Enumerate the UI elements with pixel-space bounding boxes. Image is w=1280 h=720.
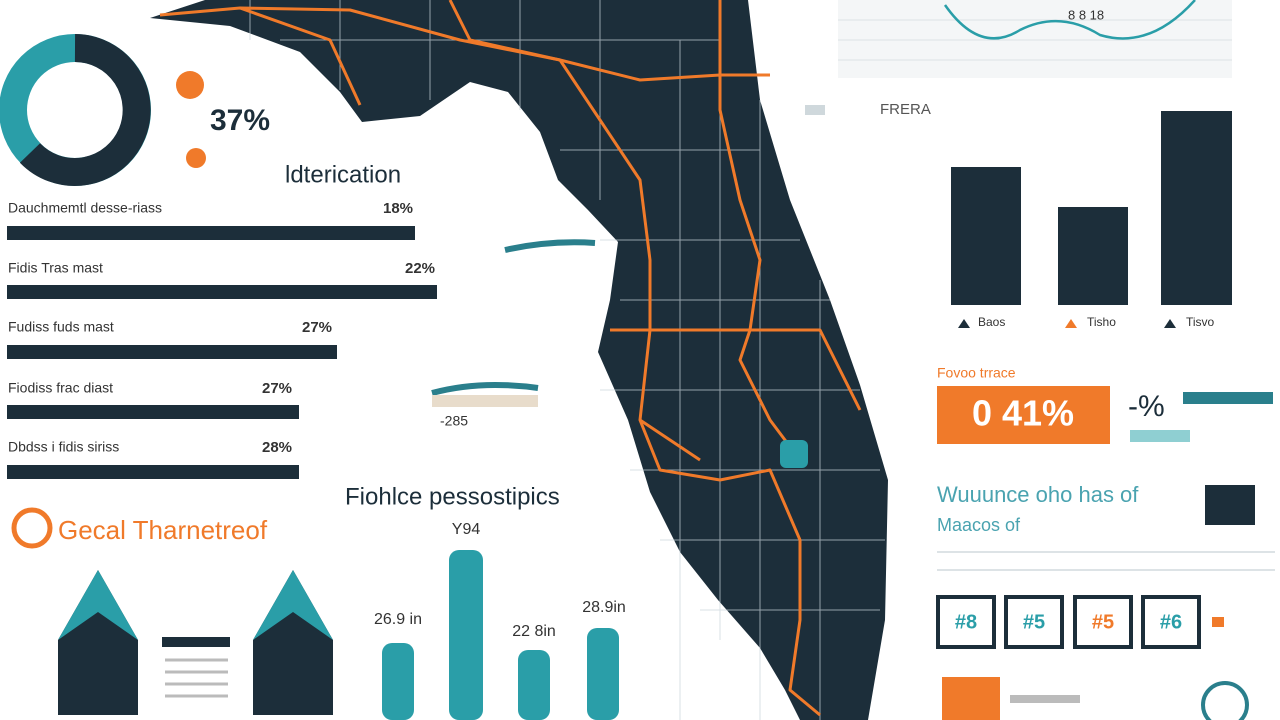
icon xyxy=(1205,485,1255,525)
section-title: Gecal Tharnetreof xyxy=(58,515,268,545)
wave-band xyxy=(1130,430,1190,442)
stat-value: 0 41% xyxy=(972,393,1074,434)
bar-label: Baos xyxy=(978,315,1005,329)
column xyxy=(518,650,550,720)
wave xyxy=(504,239,596,253)
section-title: Fiohlce pessostipics xyxy=(345,483,560,510)
note: Wuuunce oho has of Maacos of xyxy=(937,482,1275,571)
row-value: 27% xyxy=(302,319,332,336)
section-title: ldterication xyxy=(285,161,401,188)
icon xyxy=(805,105,825,115)
badge xyxy=(1004,595,1064,649)
row-value: 22% xyxy=(405,260,435,277)
chart-panel xyxy=(838,0,1232,78)
donut: 37% xyxy=(0,34,270,186)
row-value: 18% xyxy=(383,200,413,217)
chart-label: 8 8 18 xyxy=(1068,7,1104,22)
bar-label: Tisho xyxy=(1087,315,1116,329)
top-chart: 8 8 18 xyxy=(838,0,1232,78)
badge-text: #5 xyxy=(1023,611,1045,633)
marker xyxy=(958,319,970,328)
thumb-line xyxy=(1010,695,1080,703)
marker xyxy=(1164,319,1176,328)
row-label: Fudiss fuds mast xyxy=(8,319,114,335)
bar-label: Tisvo xyxy=(1186,315,1215,329)
donut-segment xyxy=(19,34,151,186)
column xyxy=(382,643,414,720)
note-line: Wuuunce oho has of xyxy=(937,482,1139,507)
icon xyxy=(11,507,53,549)
row-bar xyxy=(7,226,415,240)
row-label: Dbdss i fidis siriss xyxy=(8,439,119,455)
grid xyxy=(838,19,1232,61)
marker xyxy=(1065,319,1077,328)
wave-band xyxy=(432,395,538,407)
column-label: 26.9 in xyxy=(374,611,422,628)
donut-value: 37% xyxy=(210,104,270,137)
legend-swatch xyxy=(1212,617,1224,627)
map xyxy=(150,0,888,720)
column xyxy=(449,550,483,720)
road xyxy=(610,0,862,462)
bar xyxy=(1058,207,1128,305)
legend-bar xyxy=(162,637,230,647)
stat-caption: Fovoo trrace xyxy=(937,365,1016,381)
wave-band xyxy=(1183,392,1273,404)
badge xyxy=(1141,595,1201,649)
map-marker xyxy=(780,440,808,468)
pessostipics: Fiohlce pessostipics 26.9 in Y94 22 8in … xyxy=(345,483,626,720)
panel-title: FRERA xyxy=(880,101,931,118)
house-roof xyxy=(58,570,138,640)
bar xyxy=(951,167,1021,305)
note-line: Maacos of xyxy=(937,515,1021,535)
row-bar xyxy=(7,405,299,419)
column-label: 28.9in xyxy=(582,599,626,616)
bar xyxy=(1161,111,1232,305)
badge-text: #6 xyxy=(1160,611,1182,633)
stat-box xyxy=(937,386,1110,444)
divider xyxy=(937,551,1275,571)
identification: ldterication Dauchmemtl desse-riass 18% … xyxy=(7,161,437,479)
badge xyxy=(936,595,996,649)
icon xyxy=(186,148,206,168)
map-label: -285 xyxy=(440,413,468,429)
row-label: Fiodiss frac diast xyxy=(8,380,113,396)
wave xyxy=(431,381,539,396)
row-bar xyxy=(7,345,337,359)
badge xyxy=(1073,595,1133,649)
column xyxy=(587,628,619,720)
column-label: Y94 xyxy=(452,521,481,538)
row-value: 27% xyxy=(262,380,292,397)
row-bar xyxy=(7,465,299,479)
row-bar xyxy=(7,285,437,299)
county-lines xyxy=(249,0,885,720)
legend-lines xyxy=(165,658,228,698)
bar-panel: FRERA Baos Tisho Tisvo xyxy=(805,101,1232,329)
column-label: 22 8in xyxy=(512,623,556,640)
icon xyxy=(176,71,204,99)
row-label: Fidis Tras mast xyxy=(8,260,103,276)
stat-side: -% xyxy=(1128,390,1165,423)
thematic: Gecal Tharnetreof xyxy=(11,507,333,715)
line xyxy=(943,0,1196,40)
badges: #8 #5 #5 #6 xyxy=(936,595,1249,720)
badge-text: #8 xyxy=(955,611,977,633)
stat: Fovoo trrace 0 41% -% xyxy=(937,365,1273,444)
house-roof xyxy=(253,570,333,640)
thumb xyxy=(942,677,1000,720)
badge-text: #5 xyxy=(1092,611,1114,633)
row-label: Dauchmemtl desse-riass xyxy=(8,200,162,216)
row-value: 28% xyxy=(262,439,292,456)
thumb-icon xyxy=(1201,681,1249,720)
